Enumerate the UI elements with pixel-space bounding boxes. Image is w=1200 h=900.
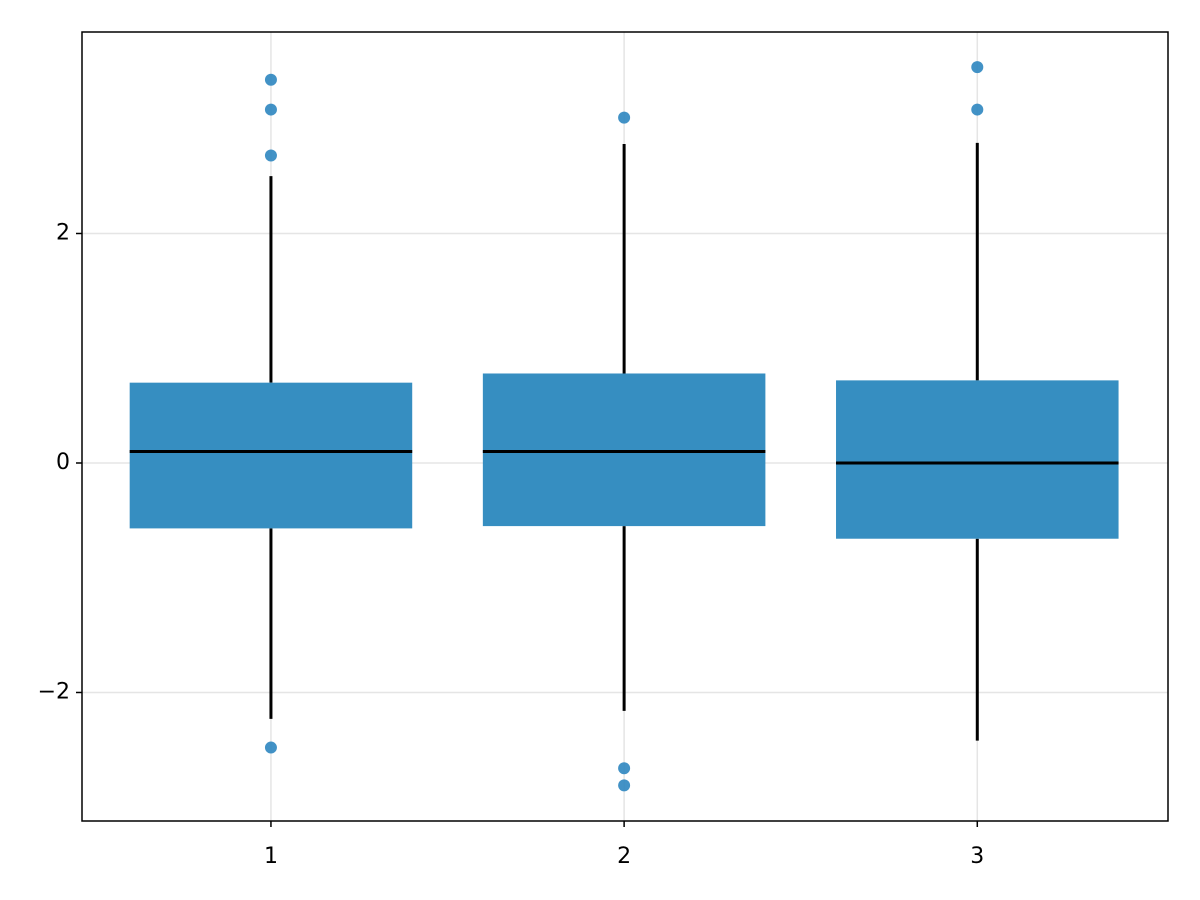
box — [482, 373, 766, 527]
y-tick-label: 0 — [56, 450, 70, 475]
x-tick-label: 3 — [970, 844, 984, 869]
outlier — [264, 73, 277, 86]
plot-frame — [81, 31, 1169, 822]
x-tick-label: 1 — [264, 844, 278, 869]
outlier — [618, 779, 631, 792]
outlier — [618, 762, 631, 775]
outlier — [264, 149, 277, 162]
outlier — [971, 103, 984, 116]
outlier — [971, 61, 984, 74]
y-tick-label: 2 — [56, 220, 70, 245]
box — [129, 382, 413, 529]
outlier — [264, 741, 277, 754]
outlier — [264, 103, 277, 116]
x-tick-label: 2 — [617, 844, 631, 869]
box — [836, 380, 1119, 539]
outlier — [618, 111, 631, 124]
y-tick-label: −2 — [38, 679, 70, 704]
